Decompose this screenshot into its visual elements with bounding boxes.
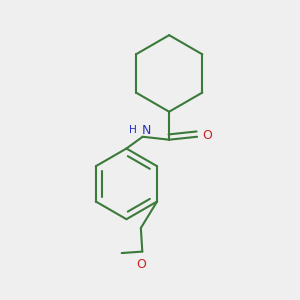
Text: O: O: [202, 129, 212, 142]
Text: N: N: [142, 124, 151, 137]
Text: O: O: [136, 258, 146, 271]
Text: H: H: [129, 125, 137, 135]
